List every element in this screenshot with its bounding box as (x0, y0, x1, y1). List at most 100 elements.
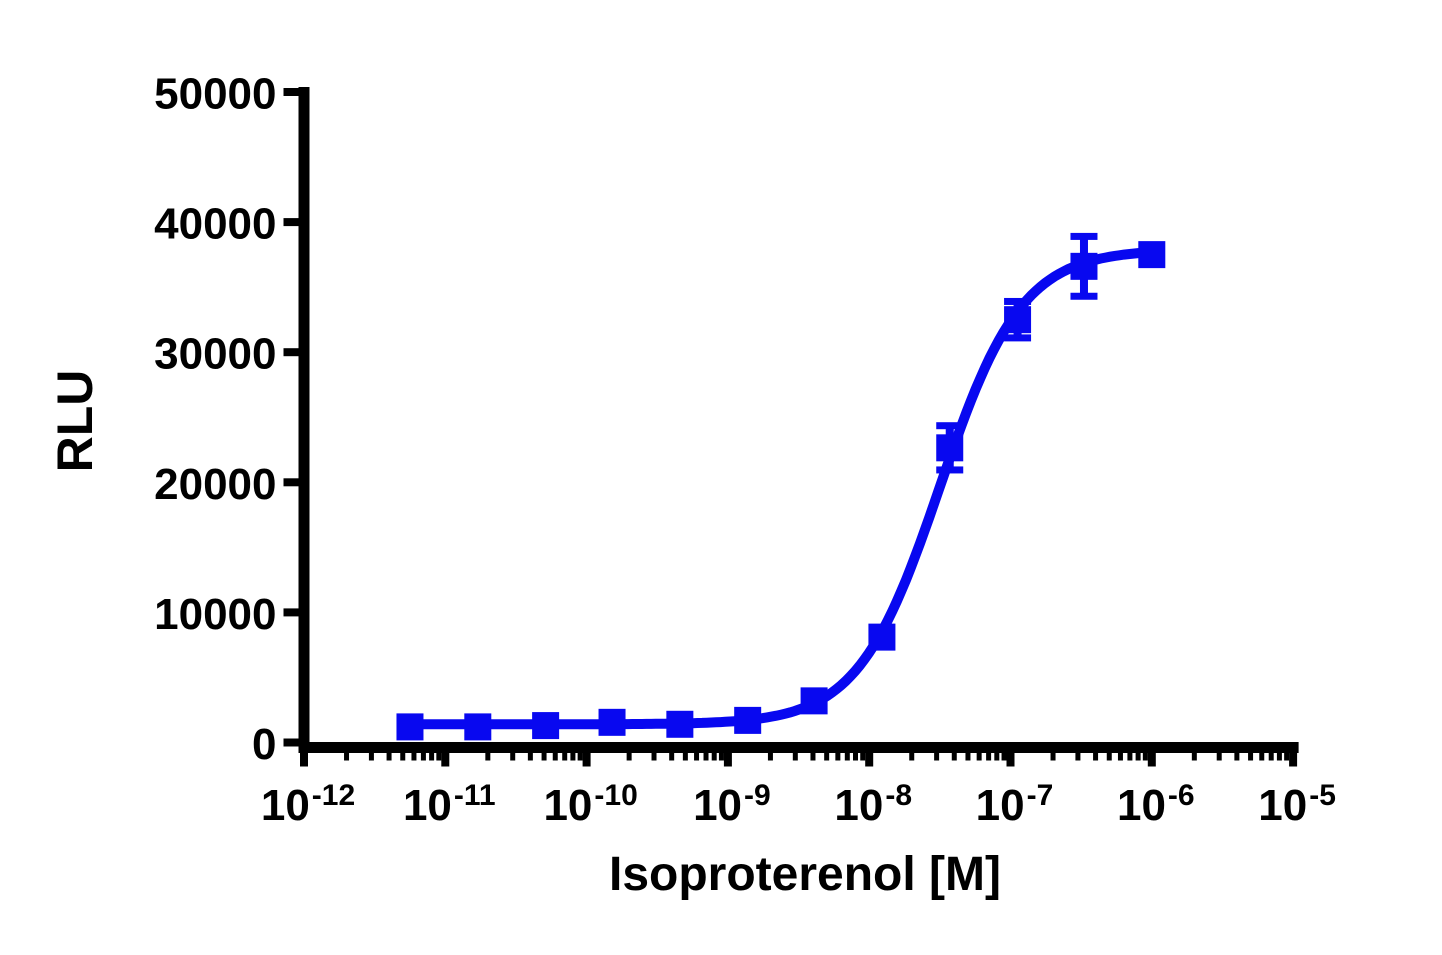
x-minor-tick (436, 752, 442, 761)
x-minor-tick (1248, 752, 1254, 761)
x-minor-tick (711, 752, 717, 761)
x-major-tick (1147, 752, 1156, 767)
x-minor-tick (1001, 752, 1007, 761)
x-minor-tick (400, 752, 406, 761)
x-minor-tick (1093, 752, 1099, 761)
x-axis-title: Isoproterenol [M] (609, 848, 1001, 901)
x-major-tick (865, 752, 874, 767)
x-major-tick (300, 752, 308, 767)
x-minor-tick (510, 752, 516, 761)
y-tick-label: 40000 (154, 200, 276, 249)
data-point-marker (936, 434, 964, 462)
x-minor-tick (1268, 752, 1274, 761)
x-minor-tick (1075, 752, 1081, 761)
x-minor-tick (344, 752, 350, 761)
data-point-marker (464, 713, 492, 741)
data-point-marker (666, 710, 694, 738)
x-axis-line (298, 742, 1299, 753)
x-major-tick (1289, 752, 1298, 767)
x-minor-tick (1127, 752, 1133, 761)
x-minor-tick (1050, 752, 1056, 761)
error-bar-cap-top (1004, 297, 1032, 305)
x-minor-tick (1142, 752, 1148, 761)
data-point-marker (598, 708, 626, 736)
y-major-tick (283, 88, 299, 96)
y-major-tick (283, 738, 299, 747)
y-major-tick (283, 348, 299, 357)
x-minor-tick (682, 752, 688, 761)
data-point-marker (1004, 306, 1032, 334)
x-minor-tick (965, 752, 971, 761)
error-bar-cap-bottom (1004, 334, 1032, 342)
y-major-tick (283, 608, 299, 617)
x-minor-tick (1284, 752, 1290, 761)
x-tick-label: 10-8 (834, 779, 912, 830)
x-minor-tick (976, 752, 982, 761)
x-minor-tick (994, 752, 1000, 761)
error-bar-cap-top (1070, 232, 1098, 240)
x-minor-tick (694, 752, 700, 761)
x-tick-label: 10-10 (543, 779, 637, 830)
x-minor-tick (810, 752, 816, 761)
x-minor-tick (718, 752, 724, 761)
x-minor-tick (909, 752, 915, 761)
x-tick-label: 10-9 (693, 779, 771, 830)
x-major-tick (441, 752, 450, 767)
data-point-marker (532, 712, 560, 740)
x-minor-tick (1276, 752, 1282, 761)
x-minor-tick (386, 752, 392, 761)
x-minor-tick (368, 752, 374, 761)
x-minor-tick (562, 752, 568, 761)
x-minor-tick (541, 752, 547, 761)
x-minor-tick (1117, 752, 1123, 761)
x-minor-tick (669, 752, 675, 761)
y-tick-label: 10000 (154, 590, 276, 639)
x-tick-label: 10-7 (976, 779, 1054, 830)
x-minor-tick (626, 752, 632, 761)
x-minor-tick (1216, 752, 1222, 761)
x-major-tick (723, 752, 732, 767)
x-minor-tick (703, 752, 709, 761)
x-minor-tick (934, 752, 940, 761)
data-point-marker (868, 623, 896, 651)
x-minor-tick (1234, 752, 1240, 761)
y-tick-label: 50000 (154, 70, 276, 119)
x-tick-label: 10-6 (1117, 779, 1195, 830)
x-minor-tick (429, 752, 435, 761)
x-minor-tick (1191, 752, 1197, 761)
y-major-tick (283, 478, 299, 487)
x-minor-tick (485, 752, 491, 761)
data-point-marker (1138, 241, 1166, 269)
y-tick-label: 0 (252, 720, 276, 769)
x-minor-tick (570, 752, 576, 761)
x-tick-label: 10-12 (261, 779, 355, 830)
x-minor-tick (552, 752, 558, 761)
x-major-tick (582, 752, 591, 767)
x-minor-tick (1135, 752, 1141, 761)
x-minor-tick (860, 752, 866, 761)
x-minor-tick (577, 752, 583, 761)
data-point-marker (396, 713, 424, 741)
x-minor-tick (824, 752, 830, 761)
x-minor-tick (651, 752, 657, 761)
x-minor-tick (527, 752, 533, 761)
x-minor-tick (792, 752, 798, 761)
x-tick-label: 10-5 (1258, 779, 1336, 830)
x-minor-tick (1259, 752, 1265, 761)
data-point-marker (800, 687, 828, 715)
data-point-marker (734, 706, 762, 734)
x-minor-tick (767, 752, 773, 761)
x-minor-tick (835, 752, 841, 761)
error-bar-cap-top (936, 422, 964, 430)
y-tick-label: 20000 (154, 460, 276, 509)
error-bar-cap-bottom (936, 466, 964, 474)
error-bar-cap-bottom (1070, 292, 1098, 300)
x-major-tick (1006, 752, 1015, 767)
x-minor-tick (951, 752, 957, 761)
x-minor-tick (420, 752, 426, 761)
x-minor-tick (853, 752, 859, 761)
x-minor-tick (986, 752, 992, 761)
data-point-marker (1070, 252, 1098, 280)
